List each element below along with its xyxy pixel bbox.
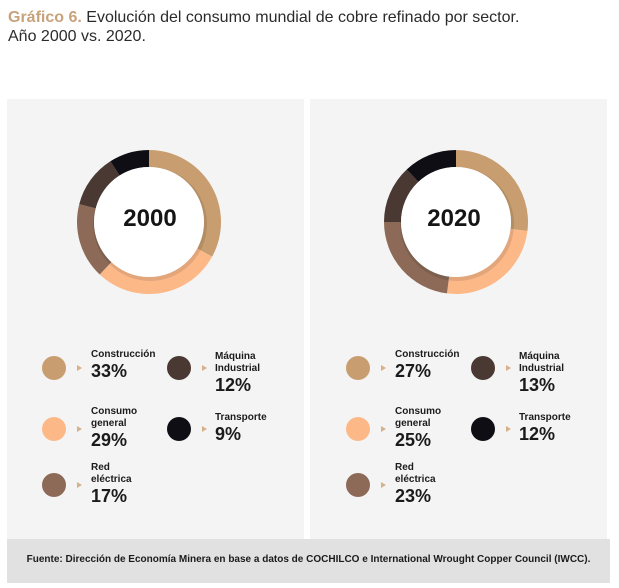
chart-subtitle: Año 2000 vs. 2020.: [8, 28, 146, 45]
legend-dot-maquina-industrial: [167, 356, 191, 380]
donut-slice-construccion: [456, 150, 528, 232]
arrow-icon: [381, 426, 386, 432]
donut-slice-red-electrica: [384, 222, 450, 294]
chart-title: Evolución del consumo mundial de cobre r…: [86, 9, 520, 26]
source-footer: Fuente: Dirección de Economía Minera en …: [7, 539, 610, 583]
legend-value: 17%: [91, 486, 128, 506]
legend-value: 33%: [91, 361, 128, 381]
legend-label: Transporte: [519, 412, 571, 423]
legend-value: 27%: [395, 361, 432, 381]
legend-dot-red-electrica: [346, 473, 370, 497]
legend-value: 9%: [215, 424, 242, 444]
legend-dot-transporte: [167, 417, 191, 441]
donut-center-year-2000: 2000: [123, 205, 177, 232]
legend-label: Transporte: [215, 412, 267, 423]
donut-slice-consumo-general: [99, 248, 213, 294]
legend-value: 23%: [395, 486, 432, 506]
legend-dot-construccion: [42, 356, 66, 380]
donut-slice-red-electrica: [76, 204, 112, 275]
legend-dot-maquina-industrial: [471, 356, 495, 380]
legend-label: Consumo general: [91, 406, 138, 429]
legend-label: Construcción: [395, 349, 460, 360]
arrow-icon: [202, 365, 207, 371]
donut-chart-2000: [76, 150, 221, 294]
title-line-1: Gráfico 6. Evolución del consumo mundial…: [8, 8, 608, 27]
legend-dot-construccion: [346, 356, 370, 380]
chart-heading: Gráfico 6. Evolución del consumo mundial…: [8, 8, 608, 46]
donut-center: [94, 167, 204, 277]
legend-dot-transporte: [471, 417, 495, 441]
donut-slice-transporte: [110, 150, 149, 176]
panel-2000: 2000 Construcción 33% Consumo general 29%…: [7, 99, 304, 539]
donut-center-year-2020: 2020: [427, 205, 481, 232]
arrow-icon: [77, 482, 82, 488]
donut-slice-consumo-general: [446, 228, 528, 294]
legend-label: Máquina Industrial: [215, 351, 261, 374]
legend-value: 29%: [91, 430, 128, 450]
legend-dot-red-electrica: [42, 473, 66, 497]
legend-dot-consumo-general: [42, 417, 66, 441]
arrow-icon: [381, 365, 386, 371]
arrow-icon: [381, 482, 386, 488]
source-note: Fuente: Dirección de Economía Minera en …: [26, 554, 591, 565]
legend-value: 12%: [519, 424, 556, 444]
donut-slice-maquina-industrial: [384, 169, 419, 222]
legend-dot-consumo-general: [346, 417, 370, 441]
donut-slice-construccion: [149, 150, 221, 257]
legend-label: Consumo general: [395, 406, 442, 429]
legend-value: 12%: [215, 375, 252, 395]
figure-label: Gráfico 6.: [8, 9, 82, 26]
arrow-icon: [506, 426, 511, 432]
donut-slice-transporte: [406, 150, 456, 182]
legend-label: Construcción: [91, 349, 156, 360]
donut-center: [401, 167, 511, 277]
donut-slice-maquina-industrial: [79, 161, 120, 209]
legend-value: 13%: [519, 375, 556, 395]
arrow-icon: [202, 426, 207, 432]
panel-2020: 2020 Construcción 27% Consumo general 25%…: [310, 99, 607, 539]
legend-label: Red eléctrica: [395, 462, 436, 485]
donut-chart-2020: [384, 150, 528, 294]
arrow-icon: [77, 365, 82, 371]
legend-value: 25%: [395, 430, 432, 450]
legend-label: Máquina Industrial: [519, 351, 565, 374]
arrow-icon: [506, 365, 511, 371]
arrow-icon: [77, 426, 82, 432]
legend-label: Red eléctrica: [91, 462, 132, 485]
